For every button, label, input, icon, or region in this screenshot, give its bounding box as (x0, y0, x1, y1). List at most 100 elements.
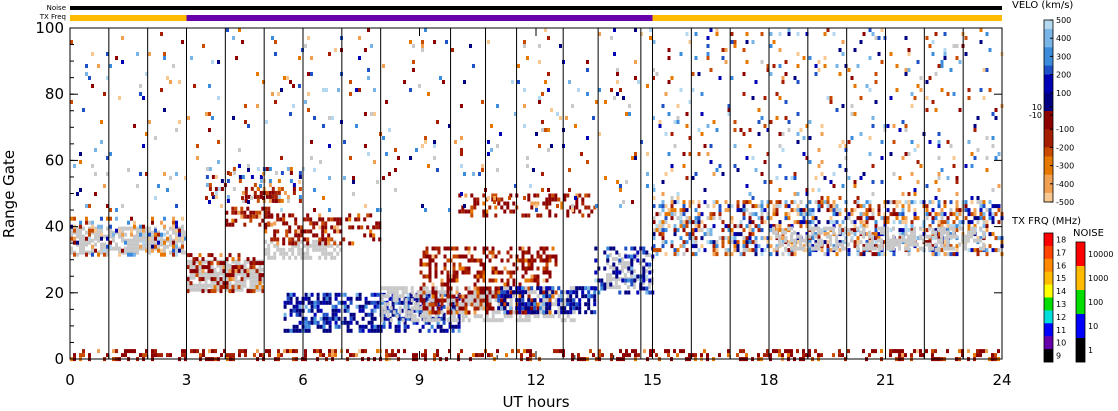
scatter-cell (808, 56, 812, 60)
scatter-cell (304, 320, 308, 325)
scatter-cell (228, 222, 232, 227)
scatter-cell (506, 250, 510, 255)
scatter-cell (451, 328, 455, 333)
scatter-cell (865, 232, 869, 237)
scatter-cell (300, 255, 304, 260)
scatter-cell (424, 208, 427, 212)
scatter-cell (70, 234, 73, 239)
scatter-cell (166, 230, 169, 235)
scatter-cell (832, 208, 836, 213)
scatter-cell (868, 240, 872, 245)
scatter-cell (664, 228, 668, 233)
scatter-cell (614, 277, 618, 282)
scatter-cell (193, 84, 196, 88)
scatter-cell (524, 250, 528, 255)
scatter-cell (871, 124, 875, 128)
scatter-cell (608, 285, 612, 290)
scatter-cell (563, 197, 567, 202)
noise-strip-label: Noise (47, 4, 66, 12)
scatter-cell (291, 247, 295, 252)
scatter-cell (796, 220, 800, 225)
scatter-cell (243, 222, 247, 227)
scatter-cell (181, 236, 184, 241)
scatter-cell (721, 228, 725, 233)
scatter-cell (617, 261, 621, 266)
scatter-cell (949, 226, 952, 231)
scatter-cell (330, 225, 334, 230)
scatter-cell (742, 208, 746, 213)
scatter-cell (523, 44, 526, 48)
scatter-cell (961, 226, 964, 231)
scatter-cell (401, 290, 405, 295)
scatter-cell (844, 148, 848, 152)
scatter-cell (298, 328, 302, 333)
scatter-cell (548, 213, 552, 218)
scatter-cell (521, 290, 525, 295)
scatter-cell (106, 252, 109, 257)
scatter-cell (895, 216, 899, 221)
scatter-cell (721, 48, 725, 52)
scatter-cell (145, 246, 148, 251)
scatter-cell (500, 270, 504, 275)
scatter-cell (421, 44, 424, 48)
scatter-cell (838, 144, 842, 148)
scatter-cell (550, 144, 553, 148)
scatter-cell (964, 36, 968, 40)
scatter-cell (175, 236, 178, 241)
scatter-cell (464, 314, 468, 319)
scatter-cell (584, 294, 588, 299)
scatter-cell (820, 124, 824, 128)
scatter-cell (781, 148, 785, 152)
scatter-cell (667, 80, 671, 84)
scatter-cell (931, 40, 935, 44)
scatter-cell (451, 48, 454, 52)
scatter-cell (237, 285, 241, 290)
scatter-cell (264, 210, 268, 215)
scatter-cell (333, 225, 337, 230)
scatter-cell (997, 248, 1001, 253)
scatter-cell (312, 221, 316, 226)
scatter-cell (536, 306, 540, 311)
scatter-cell (363, 217, 367, 222)
scatter-cell (790, 232, 794, 237)
scatter-cell (376, 349, 379, 354)
scatter-cell (334, 304, 338, 309)
scatter-cell (309, 255, 313, 260)
scatter-cell (805, 204, 809, 209)
scatter-cell (631, 156, 634, 160)
scatter-cell (410, 286, 414, 291)
scatter-cell (916, 349, 919, 354)
scatter-cell (745, 208, 749, 213)
scatter-cell (457, 296, 461, 301)
scatter-cell (473, 258, 477, 263)
scatter-cell (370, 328, 374, 333)
scatter-cell (811, 216, 815, 221)
scatter-cell (943, 52, 947, 56)
scatter-cell (664, 212, 668, 217)
scatter-cell (916, 60, 920, 64)
scatter-cell (703, 188, 707, 192)
scatter-cell (826, 96, 830, 100)
scatter-cell (497, 302, 501, 307)
scatter-cell (376, 300, 380, 305)
scatter-cell (856, 196, 860, 200)
scatter-cell (457, 316, 461, 321)
scatter-cell (676, 120, 680, 124)
scatter-cell (189, 287, 193, 292)
scatter-cell (328, 144, 331, 148)
scatter-cell (856, 200, 860, 205)
txfreq-segment (652, 15, 1002, 21)
scatter-cell (431, 282, 435, 287)
scatter-cell (527, 246, 531, 251)
scatter-cell (298, 84, 301, 88)
scatter-cell (928, 212, 932, 217)
scatter-cell (85, 236, 88, 241)
scatter-cell (476, 314, 480, 319)
scatter-cell (563, 302, 567, 307)
scatter-cell (271, 186, 275, 191)
scatter-cell (330, 251, 334, 256)
scatter-cell (667, 212, 671, 217)
scatter-cell (403, 80, 406, 84)
scatter-cell (282, 213, 286, 218)
scatter-cell (349, 156, 352, 160)
